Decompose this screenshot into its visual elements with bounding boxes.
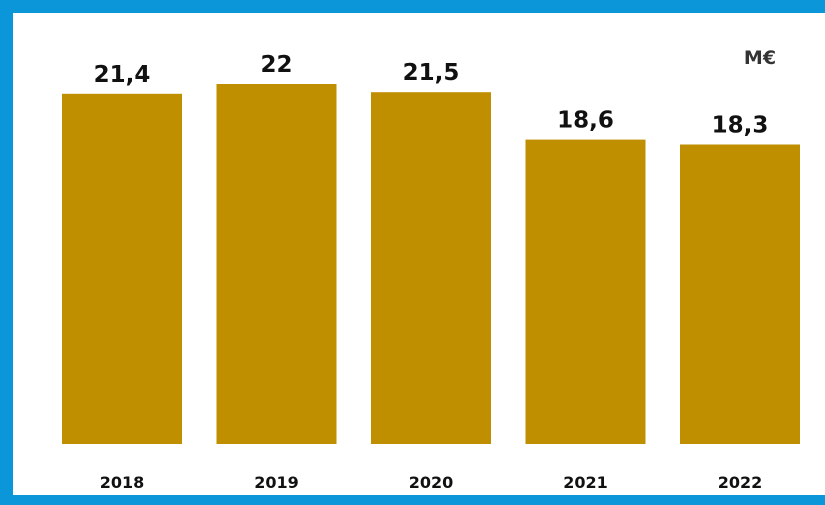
value-label-2020: 21,5 xyxy=(403,60,460,86)
x-tick-label-2022: 2022 xyxy=(718,473,763,492)
x-tick-label-2021: 2021 xyxy=(563,473,608,492)
x-tick-labels-group: 2018 2019 2020 2021 2022 xyxy=(100,473,763,492)
unit-label: M€ xyxy=(744,47,776,69)
value-label-2022: 18,3 xyxy=(712,113,769,139)
x-tick-label-2019: 2019 xyxy=(254,473,299,492)
bars-group xyxy=(62,84,800,445)
bar-2022 xyxy=(680,144,800,444)
value-label-2019: 22 xyxy=(260,52,292,78)
bar-2018 xyxy=(62,93,182,445)
bar-2019 xyxy=(216,84,337,444)
x-tick-label-2020: 2020 xyxy=(409,473,454,492)
bar-2020 xyxy=(371,92,491,444)
x-tick-label-2018: 2018 xyxy=(100,473,145,492)
value-label-2021: 18,6 xyxy=(557,108,614,134)
bar-2021 xyxy=(525,139,646,444)
value-labels-group: 21,4 22 21,5 18,6 18,3 xyxy=(94,52,769,139)
value-label-2018: 21,4 xyxy=(94,62,151,88)
